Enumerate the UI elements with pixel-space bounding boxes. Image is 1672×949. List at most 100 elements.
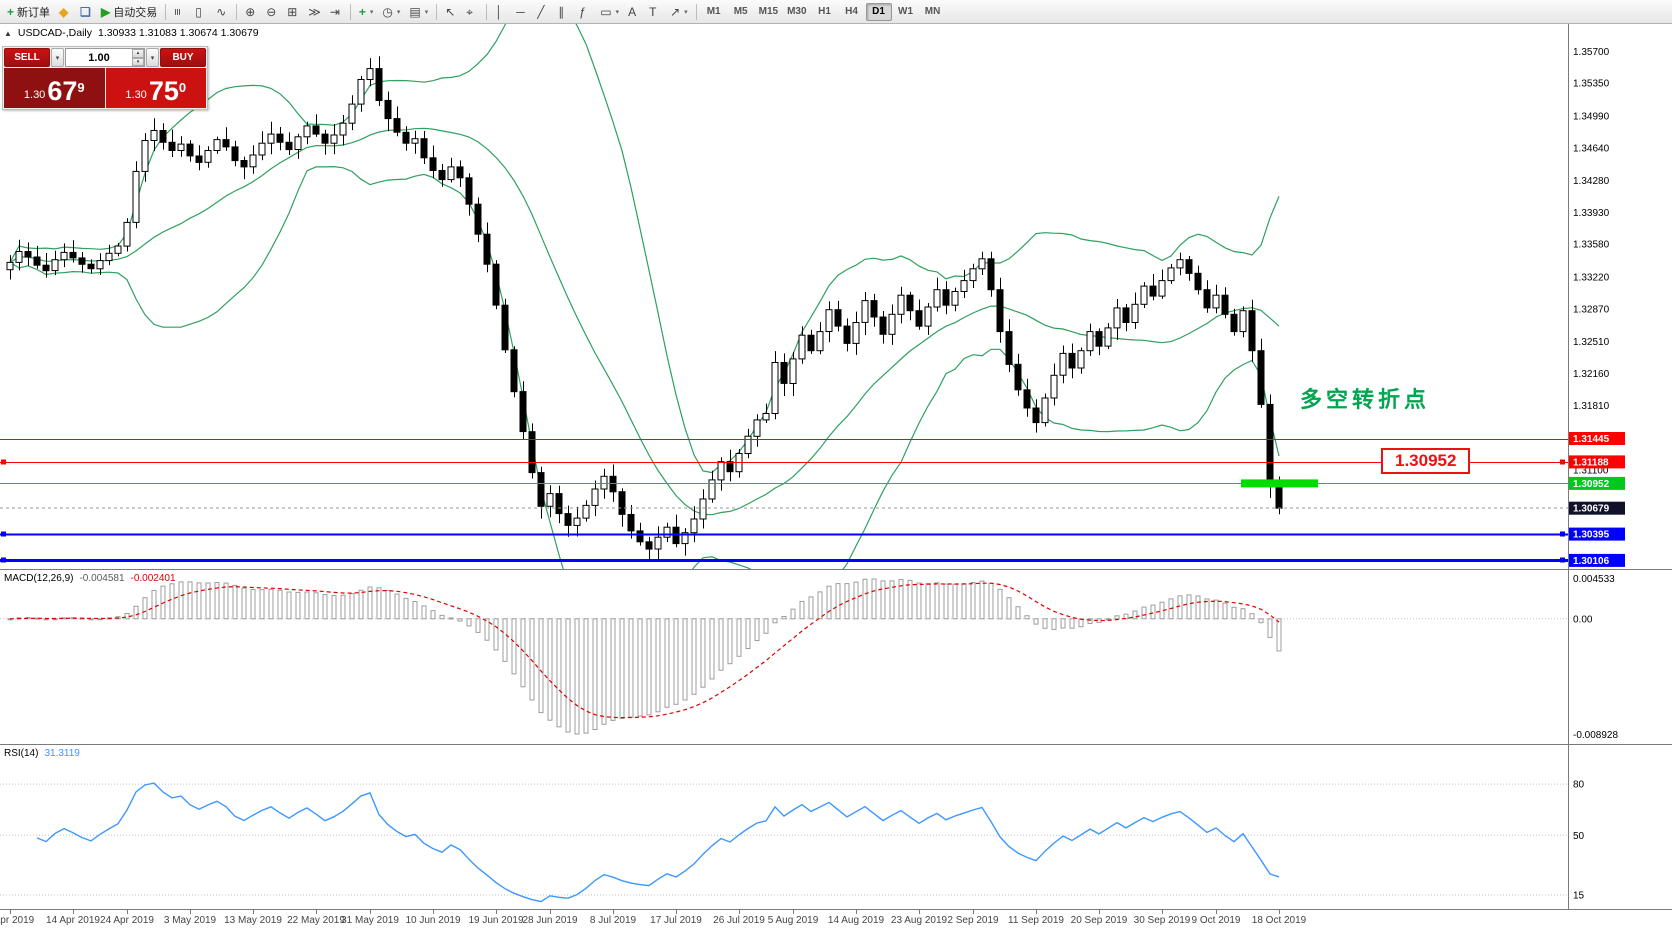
hline-handle[interactable]: [1, 531, 6, 537]
price-callout-label[interactable]: 1.30952: [1381, 448, 1471, 474]
hline-handle[interactable]: [1, 557, 6, 563]
volume-decrease-button[interactable]: ▾: [132, 57, 144, 66]
indicators-dropdown-icon[interactable]: ▾: [369, 8, 374, 16]
buy-options-dropdown[interactable]: ▾: [146, 48, 159, 67]
rsi-chart[interactable]: 80 50 15: [0, 744, 1672, 909]
favorites-button[interactable]: ◆: [55, 2, 75, 22]
auto-trading-button[interactable]: ▶ 自动交易: [97, 2, 161, 22]
time-axis-label: 10 Jun 2019: [405, 915, 461, 926]
chart-shift-button[interactable]: ⇥: [326, 2, 346, 22]
buy-price-big: 75: [148, 76, 179, 106]
svg-text:1.32870: 1.32870: [1573, 304, 1610, 315]
trend-line-button[interactable]: ╱: [533, 2, 553, 22]
templates-button[interactable]: ▤ ▾: [405, 2, 432, 22]
crosshair-button[interactable]: ⌖: [462, 2, 482, 22]
annotation-text[interactable]: 多空转折点: [1300, 387, 1431, 412]
svg-text:1.30395: 1.30395: [1573, 530, 1610, 541]
price-pane: 1.35700 1.35350 1.34990 1.34640 1.34280 1.339…: [0, 24, 1672, 569]
buy-price-button[interactable]: 1.30 75 0: [105, 68, 206, 108]
time-axis-tick: [973, 910, 974, 914]
macd-chart[interactable]: 0.004533 0.00 -0.008928: [0, 569, 1672, 744]
indicators-icon: +: [358, 4, 366, 19]
timeframe-d1-button[interactable]: D1: [865, 2, 892, 21]
bar-chart-button[interactable]: ≡: [170, 2, 190, 22]
macd-signal-line: [9, 582, 1280, 719]
green-highlight-segment[interactable]: [1241, 479, 1318, 488]
volume-increase-button[interactable]: ▴: [132, 49, 144, 58]
svg-text:1.32160: 1.32160: [1573, 369, 1610, 380]
time-axis-label: 13 May 2019: [224, 915, 282, 926]
new-order-button[interactable]: + 新订单: [3, 2, 54, 22]
time-axis-label: 3 May 2019: [163, 915, 217, 926]
shapes-button[interactable]: ▭ ▾: [596, 2, 623, 22]
fibonacci-button[interactable]: ƒ: [575, 2, 595, 22]
hline-handle[interactable]: [1560, 531, 1565, 537]
trend-line-icon: ╱: [537, 4, 545, 19]
volume-input[interactable]: [66, 49, 132, 66]
arrows-dropdown-icon[interactable]: ▾: [684, 8, 688, 16]
chart-window-button[interactable]: ❏: [76, 2, 96, 22]
line-chart-button[interactable]: ∿: [212, 2, 232, 22]
periods-button[interactable]: ◷ ▾: [378, 2, 404, 22]
sell-price-button[interactable]: 1.30 67 9: [4, 68, 105, 108]
macd-name: MACD(12,26,9): [4, 573, 74, 584]
text-button[interactable]: A: [624, 2, 644, 22]
svg-text:1.31445: 1.31445: [1573, 434, 1610, 445]
auto-trading-label: 自动交易: [113, 6, 158, 19]
hline-handle[interactable]: [1, 459, 6, 465]
periods-dropdown-icon[interactable]: ▾: [396, 8, 401, 16]
auto-scroll-button[interactable]: ≫: [304, 2, 325, 22]
svg-text:1.34280: 1.34280: [1573, 176, 1610, 187]
timeframe-m5-button[interactable]: M5: [728, 3, 754, 21]
sell-options-dropdown[interactable]: ▾: [51, 48, 64, 67]
time-axis-label: 22 May 2019: [287, 915, 345, 926]
trade-panel-controls: SELL ▾ ▴ ▾ ▾ BUY: [3, 47, 207, 68]
time-axis-label: 14 Apr 2019: [46, 915, 100, 926]
timeframe-mn-button[interactable]: MN: [920, 3, 946, 21]
equidistant-channel-button[interactable]: ∥: [554, 2, 574, 22]
time-axis-label: 2 Sep 2019: [947, 915, 999, 926]
buy-button[interactable]: BUY: [160, 48, 206, 67]
toolbar-separator: [165, 3, 167, 20]
vertical-line-icon: │: [495, 4, 503, 19]
sell-price-sup: 9: [77, 80, 85, 95]
timeframe-m15-button[interactable]: M15: [755, 3, 782, 21]
shapes-dropdown-icon[interactable]: ▾: [615, 8, 620, 16]
cursor-button[interactable]: ↖: [441, 2, 461, 22]
collapse-panel-icon[interactable]: ▲: [4, 28, 12, 38]
chart-window-icon: ❏: [80, 4, 91, 19]
tile-windows-button[interactable]: ⊞: [283, 2, 303, 22]
time-axis-tick: [1036, 910, 1037, 914]
horizontal-line-button[interactable]: ─: [512, 2, 532, 22]
time-axis-label: 24 Apr 2019: [100, 915, 154, 926]
timeframe-m30-button[interactable]: M30: [783, 3, 810, 21]
price-chart[interactable]: 1.35700 1.35350 1.34990 1.34640 1.34280 1.339…: [0, 24, 1672, 569]
equidistant-channel-icon: ∥: [558, 4, 565, 19]
candlestick-chart-button[interactable]: ▯: [191, 2, 211, 22]
symbol-ohlc-values: 1.30933 1.31083 1.30674 1.30679: [98, 27, 259, 39]
indicators-button[interactable]: + ▾: [355, 2, 378, 22]
timeframe-h4-button[interactable]: H4: [839, 3, 865, 21]
svg-text:1.30952: 1.30952: [1573, 479, 1610, 490]
timeframe-w1-button[interactable]: W1: [893, 3, 919, 21]
timeframe-h1-button[interactable]: H1: [812, 3, 838, 21]
arrows-button[interactable]: ↗ ▾: [666, 2, 692, 22]
svg-text:1.33580: 1.33580: [1573, 240, 1610, 251]
toolbar-separator: [436, 3, 438, 20]
templates-dropdown-icon[interactable]: ▾: [424, 8, 429, 16]
hline-handle[interactable]: [1560, 459, 1565, 465]
svg-text:1.32510: 1.32510: [1573, 337, 1610, 348]
new-order-label: 新订单: [17, 6, 51, 19]
time-axis-tick: [73, 910, 74, 914]
vertical-line-button[interactable]: │: [491, 2, 511, 22]
hline-handle[interactable]: [1560, 557, 1565, 563]
svg-text:80: 80: [1573, 780, 1585, 791]
rsi-name: RSI(14): [4, 748, 39, 759]
text-label-button[interactable]: T: [645, 2, 665, 22]
zoom-in-button[interactable]: ⊕: [241, 2, 261, 22]
auto-scroll-icon: ≫: [308, 4, 321, 19]
zoom-out-button[interactable]: ⊖: [262, 2, 282, 22]
sell-button[interactable]: SELL: [4, 48, 50, 67]
timeframe-m1-button[interactable]: M1: [701, 3, 727, 21]
